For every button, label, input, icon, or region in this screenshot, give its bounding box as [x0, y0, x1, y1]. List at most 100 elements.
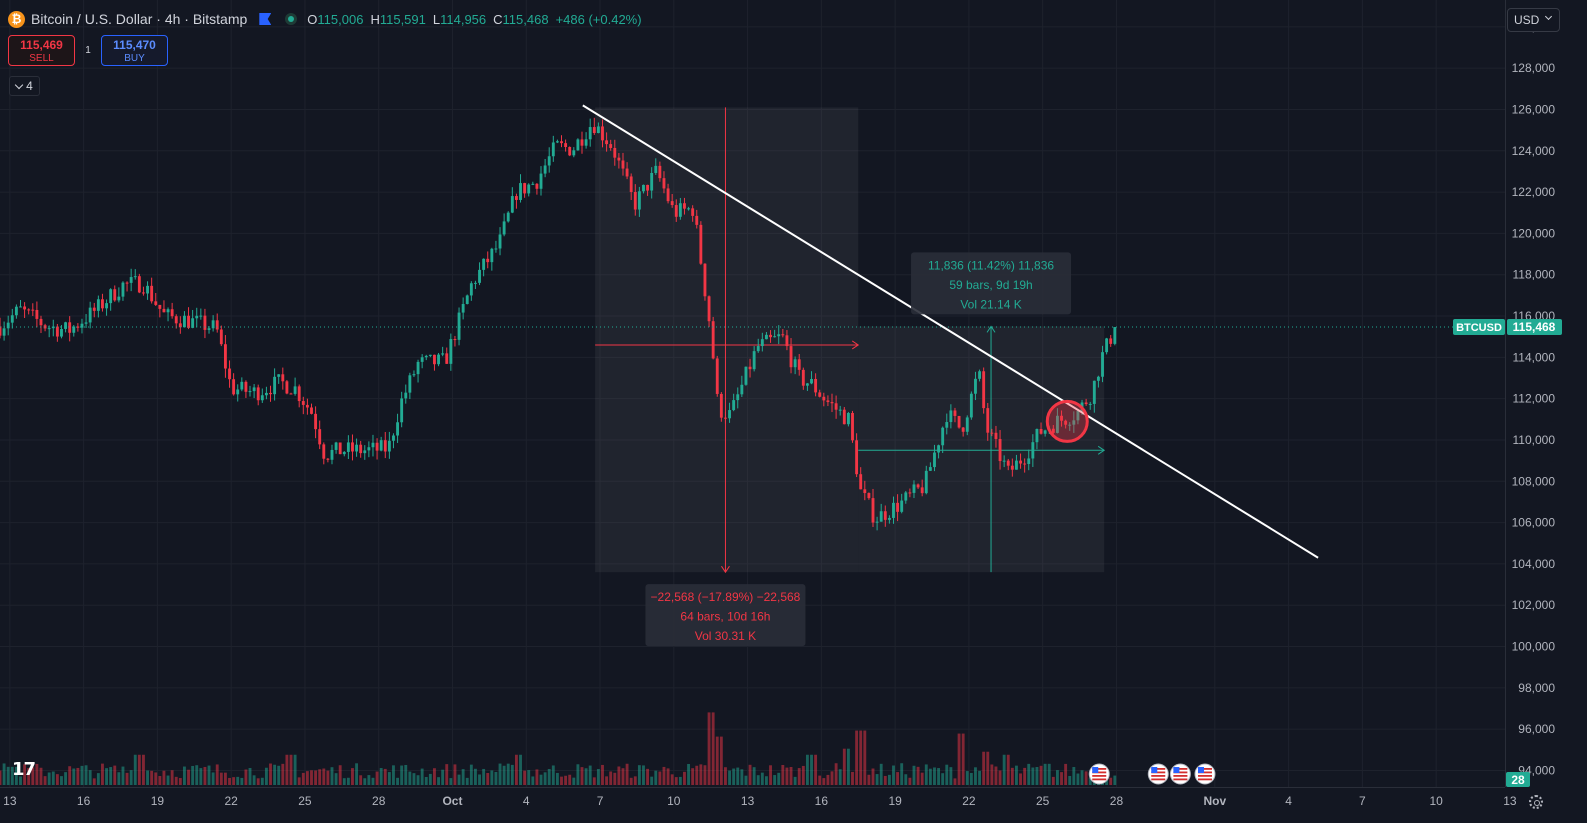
volume-bar	[531, 776, 535, 785]
candle-body	[707, 296, 711, 322]
volume-bar	[232, 777, 236, 785]
volume-bar	[699, 764, 703, 785]
volume-bar	[433, 768, 436, 785]
volume-bar	[445, 764, 449, 785]
us-flag-icon[interactable]	[1088, 763, 1110, 785]
volume-bar	[88, 770, 92, 785]
volume-bar	[957, 733, 961, 785]
candle-body	[736, 394, 740, 401]
candle-body	[80, 323, 84, 328]
volume-bar	[519, 754, 522, 785]
measure-box[interactable]	[858, 326, 1105, 573]
candle-body	[289, 393, 293, 395]
candle-body	[301, 401, 305, 405]
volume-bar	[158, 776, 162, 785]
volume-bar	[461, 769, 465, 785]
candle-body	[23, 306, 27, 310]
volume-bar	[1043, 763, 1047, 785]
volume-bar	[937, 768, 941, 785]
candle-body	[424, 355, 428, 358]
candle-body	[887, 517, 891, 520]
candle-body	[756, 346, 760, 352]
volume-bar	[805, 754, 809, 785]
volume-bar	[260, 777, 264, 785]
sell-button[interactable]: 115,469 SELL	[8, 35, 75, 66]
candle-body	[1084, 402, 1088, 405]
tradingview-logo[interactable]: 17	[12, 759, 36, 780]
volume-bar	[396, 777, 399, 785]
candle-body	[986, 408, 990, 433]
bookmark-flag-icon[interactable]	[259, 13, 272, 25]
trade-panel: 115,469 SELL 1 115,470 BUY	[8, 35, 168, 66]
candle-body	[437, 354, 440, 365]
currency-select[interactable]: USD	[1507, 8, 1560, 32]
volume-bar	[23, 764, 27, 785]
candle-body	[572, 150, 576, 156]
volume-bar	[990, 764, 994, 785]
candle-body	[859, 474, 863, 490]
volume-bar	[994, 766, 998, 785]
us-flag-icon[interactable]	[1169, 763, 1191, 785]
volume-bar	[625, 763, 629, 785]
volume-bar	[109, 767, 113, 785]
candle-body	[531, 183, 535, 185]
volume-bar	[326, 770, 330, 785]
symbol-header: ₿ Bitcoin / U.S. Dollar · 4h · Bitstamp …	[8, 8, 642, 30]
buy-button[interactable]: 115,470 BUY	[101, 35, 168, 66]
measure-label-line: 64 bars, 10d 16h	[680, 610, 770, 624]
volume-bar	[1023, 767, 1027, 785]
candle-body	[35, 309, 39, 319]
volume-bar	[789, 766, 793, 785]
volume-bar	[199, 768, 203, 785]
volume-bar	[777, 772, 781, 785]
volume-bar	[19, 776, 22, 785]
ohlc-low: 114,956	[440, 11, 487, 27]
candle-body	[555, 141, 559, 143]
gear-icon[interactable]	[1529, 795, 1543, 809]
event-markers	[1088, 763, 1216, 785]
candle-body	[43, 325, 47, 329]
flag-stripe	[1151, 771, 1166, 774]
volume-bar	[35, 763, 39, 785]
volume-bar	[650, 776, 654, 785]
volume-bar	[793, 776, 797, 785]
measure-box[interactable]	[595, 107, 859, 573]
ohlc-change: +486 (+0.42%)	[555, 11, 642, 27]
volume-bar	[334, 773, 338, 785]
symbol-title[interactable]: Bitcoin / U.S. Dollar · 4h · Bitstamp	[31, 11, 248, 27]
indicators-toggle-button[interactable]: 4	[9, 76, 40, 96]
candle-body	[310, 407, 313, 414]
volume-bar	[457, 774, 461, 785]
flag-stripe	[1173, 778, 1188, 781]
flag-stripe	[1173, 771, 1188, 774]
trendline-line[interactable]	[582, 104, 1319, 559]
candle-body	[596, 126, 600, 134]
candle-body	[27, 309, 31, 311]
candle-body	[1051, 428, 1055, 433]
us-flag-icon[interactable]	[1147, 763, 1169, 785]
candle-body	[769, 334, 772, 338]
time-tick-label: 10	[1429, 794, 1443, 808]
volume-bar	[916, 766, 920, 785]
volume-bar	[125, 772, 129, 785]
volume-bar	[658, 771, 662, 785]
us-flag-icon[interactable]	[1194, 763, 1216, 785]
chevron-down-icon	[14, 80, 24, 89]
candle-body	[576, 139, 580, 151]
candle-body	[711, 321, 715, 359]
candle-body	[465, 295, 469, 304]
volume-bar	[883, 775, 887, 785]
volume-bar	[654, 770, 658, 785]
volume-bar	[310, 770, 313, 785]
candle-body	[211, 320, 215, 329]
volume-bar	[621, 768, 625, 785]
volume-bar	[359, 775, 363, 785]
candle-body	[834, 403, 838, 410]
volume-bar	[72, 768, 76, 785]
volume-bar	[117, 772, 121, 785]
candle-body	[203, 315, 207, 330]
measure-labels: −22,568 (−17.89%) −22,568 64 bars, 10d 16…	[645, 252, 1072, 647]
candle-body	[1019, 460, 1022, 464]
candle-body	[494, 248, 498, 250]
